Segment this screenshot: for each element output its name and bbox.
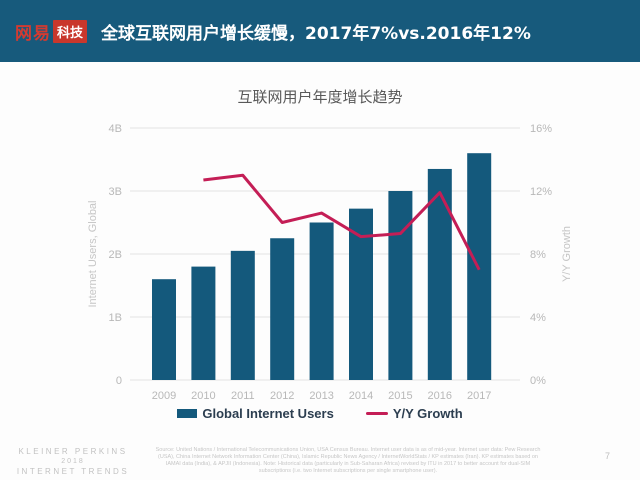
legend-label-users: Global Internet Users: [202, 406, 334, 421]
chart-title: 互联网用户年度增长趋势: [237, 88, 403, 106]
page-title: 全球互联网用户增长缓慢，2017年7%vs.2016年12%: [101, 23, 531, 44]
right-axis-tick: 0%: [530, 375, 546, 387]
right-axis-title: Y/Y Growth: [561, 226, 573, 282]
page-number: 7: [605, 451, 611, 461]
netease-logo-text: 网易: [15, 23, 51, 44]
right-axis-tick: 8%: [530, 249, 546, 261]
x-axis-label-2016: 2016: [428, 390, 452, 402]
left-axis-tick: 2B: [109, 249, 122, 261]
x-axis-label-2009: 2009: [152, 390, 176, 402]
x-axis-label-2011: 2011: [231, 390, 255, 402]
bar-2013: [309, 222, 334, 380]
bar-2014: [349, 208, 373, 380]
chart-legend: Global Internet Users Y/Y Growth: [0, 406, 640, 421]
bar-2012: [270, 238, 295, 380]
line-series-swatch: [365, 412, 388, 415]
x-axis-label-2017: 2017: [467, 390, 491, 402]
brand-name: KLEINER PERKINS: [18, 447, 128, 456]
left-axis-tick: 3B: [109, 186, 122, 198]
legend-item-users: Global Internet Users: [177, 406, 334, 421]
growth-line: [203, 173, 481, 271]
x-axis-label-2010: 2010: [191, 390, 215, 402]
kleiner-perkins-brand: KLEINER PERKINS 2018 INTERNET TRENDS: [6, 447, 140, 477]
brand-report: INTERNET TRENDS: [16, 467, 130, 476]
header-bar: 网易 科技 全球互联网用户增长缓慢，2017年7%vs.2016年12%: [0, 0, 640, 62]
netease-tech-logo[interactable]: 网易 科技: [15, 19, 88, 44]
right-axis-tick: 12%: [530, 186, 552, 198]
bar-series-swatch: [177, 409, 198, 418]
bar-2011: [230, 250, 255, 380]
right-axis-tick: 4%: [530, 312, 546, 324]
x-axis-label-2014: 2014: [349, 390, 373, 402]
brand-year: 2018: [61, 458, 85, 465]
bar-2015: [388, 191, 413, 380]
legend-item-growth: Y/Y Growth: [365, 406, 463, 421]
x-axis-label-2012: 2012: [270, 390, 294, 402]
right-axis-tick: 16%: [530, 123, 552, 135]
x-axis-label-2013: 2013: [309, 390, 333, 402]
left-axis-tick: 0: [116, 375, 122, 387]
source-note: Source: United Nations / International T…: [155, 447, 541, 474]
bar-2010: [191, 266, 216, 380]
left-axis-tick: 1B: [109, 312, 122, 324]
bar-2016: [427, 168, 452, 380]
x-axis-label-2015: 2015: [388, 390, 412, 402]
bar-2009: [152, 279, 176, 380]
left-axis-tick: 4B: [109, 123, 122, 135]
tech-logo-badge: 科技: [53, 19, 88, 43]
legend-label-growth: Y/Y Growth: [392, 406, 463, 421]
left-axis-title: Internet Users, Global: [87, 201, 99, 308]
